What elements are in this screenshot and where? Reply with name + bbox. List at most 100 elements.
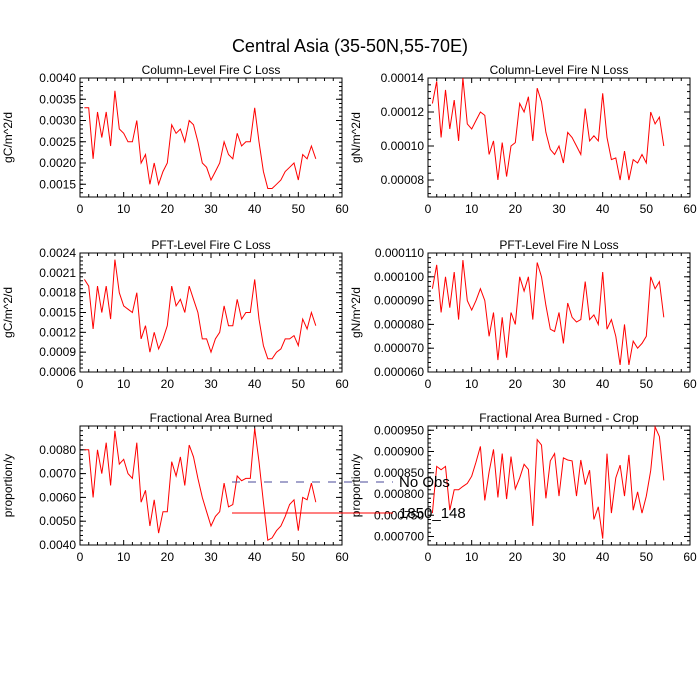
x-tick-label: 50 [640,550,654,564]
panel-title: Column-Level Fire C Loss [142,63,281,77]
x-tick-label: 20 [161,377,175,391]
x-tick-label: 50 [292,550,306,564]
legend-label-no-obs: No Obs [399,474,450,491]
x-tick-label: 10 [117,202,131,216]
x-tick-label: 60 [683,550,697,564]
y-tick-label: 0.000750 [374,508,424,522]
y-tick-label: 0.00012 [381,105,425,119]
x-tick-label: 10 [465,550,479,564]
y-tick-label: 0.000090 [374,294,424,308]
y-axis-label: gN/m^2/d [349,287,363,338]
series-line [431,424,665,539]
x-tick-label: 40 [248,202,262,216]
y-tick-label: 0.000800 [374,487,424,501]
x-tick-label: 20 [509,202,523,216]
x-tick-label: 20 [509,377,523,391]
y-axis-label: gN/m^2/d [349,112,363,163]
x-tick-label: 50 [292,377,306,391]
y-tick-label: 0.000700 [374,530,424,544]
x-tick-label: 30 [204,377,218,391]
y-tick-label: 0.0015 [39,306,76,320]
y-tick-label: 0.000060 [374,365,424,379]
series-line [431,77,665,181]
y-tick-label: 0.0025 [39,135,76,149]
y-axis-label: proportion/y [349,454,363,517]
figure-title: Central Asia (35-50N,55-70E) [232,36,468,56]
y-tick-label: 0.0021 [39,266,76,280]
panel-title: Fractional Area Burned [150,411,273,425]
x-tick-label: 10 [465,202,479,216]
plot-frame [79,252,343,373]
y-tick-label: 0.0012 [39,325,76,339]
x-tick-label: 0 [77,377,84,391]
y-tick-label: 0.0018 [39,286,76,300]
x-tick-label: 50 [292,202,306,216]
y-tick-label: 0.000950 [374,423,424,437]
x-tick-label: 40 [596,550,610,564]
panel-6: Fractional Area Burned - Crop proportion/… [349,411,697,564]
panel-1: Column-Level Fire C Loss gC/m^2/d 0 10 20 30 4… [1,63,349,216]
x-tick-label: 0 [425,550,432,564]
x-tick-label: 0 [425,377,432,391]
x-tick-label: 40 [248,550,262,564]
plot-frame [427,77,691,198]
y-tick-label: 0.0030 [39,114,76,128]
y-tick-label: 0.0035 [39,92,76,106]
legend: No Obs 1850_148 [232,474,466,522]
plot-frame [427,425,691,546]
panel-2: Column-Level Fire N Loss gN/m^2/d 0 10 20 30 4… [349,63,697,216]
y-tick-label: 0.0006 [39,365,76,379]
panel-3: PFT-Level Fire C Loss gC/m^2/d 0 10 20 30 40 50… [1,238,349,391]
panel-4: PFT-Level Fire N Loss gN/m^2/d 0 10 20 30 40 50… [349,238,697,391]
y-tick-label: 0.0060 [39,490,76,504]
y-tick-label: 0.00014 [381,71,425,85]
series-line [84,90,317,189]
y-tick-label: 0.0050 [39,514,76,528]
y-tick-label: 0.000080 [374,317,424,331]
y-tick-label: 0.0015 [39,177,76,191]
y-tick-label: 0.0040 [39,538,76,552]
x-tick-label: 30 [552,202,566,216]
panel-title: Fractional Area Burned - Crop [479,411,639,425]
y-tick-label: 0.000850 [374,466,424,480]
series-line [83,259,317,360]
panel-5: Fractional Area Burned proportion/y 0 10 20 3… [1,411,349,564]
x-tick-label: 20 [161,202,175,216]
x-tick-label: 10 [117,377,131,391]
x-tick-label: 10 [465,377,479,391]
x-tick-label: 20 [161,550,175,564]
x-tick-label: 30 [204,202,218,216]
x-tick-label: 0 [425,202,432,216]
y-tick-label: 0.0070 [39,467,76,481]
x-tick-label: 20 [509,550,523,564]
y-tick-label: 0.0024 [39,246,76,260]
x-tick-label: 50 [640,202,654,216]
x-tick-label: 30 [552,550,566,564]
panel-title: PFT-Level Fire C Loss [151,238,270,252]
y-tick-label: 0.0080 [39,443,76,457]
panel-title: Column-Level Fire N Loss [490,63,629,77]
y-tick-label: 0.0009 [39,345,76,359]
x-tick-label: 50 [640,377,654,391]
y-tick-label: 0.0020 [39,156,76,170]
y-tick-label: 0.0040 [39,71,76,85]
y-tick-label: 0.00008 [381,173,425,187]
x-tick-label: 60 [335,377,349,391]
x-tick-label: 40 [596,377,610,391]
x-tick-label: 40 [596,202,610,216]
x-tick-label: 0 [77,550,84,564]
x-tick-label: 0 [77,202,84,216]
y-axis-label: gC/m^2/d [1,287,15,338]
x-tick-label: 60 [335,202,349,216]
x-tick-label: 60 [335,550,349,564]
x-tick-label: 40 [248,377,262,391]
series-line [431,260,665,365]
x-tick-label: 60 [683,202,697,216]
series-line [84,428,317,541]
panels: Column-Level Fire C Loss gC/m^2/d 0 10 20 30 4… [1,63,697,564]
x-tick-label: 60 [683,377,697,391]
y-tick-label: 0.000070 [374,341,424,355]
y-tick-label: 0.000100 [374,270,424,284]
y-axis-label: gC/m^2/d [1,112,15,163]
x-tick-label: 30 [552,377,566,391]
